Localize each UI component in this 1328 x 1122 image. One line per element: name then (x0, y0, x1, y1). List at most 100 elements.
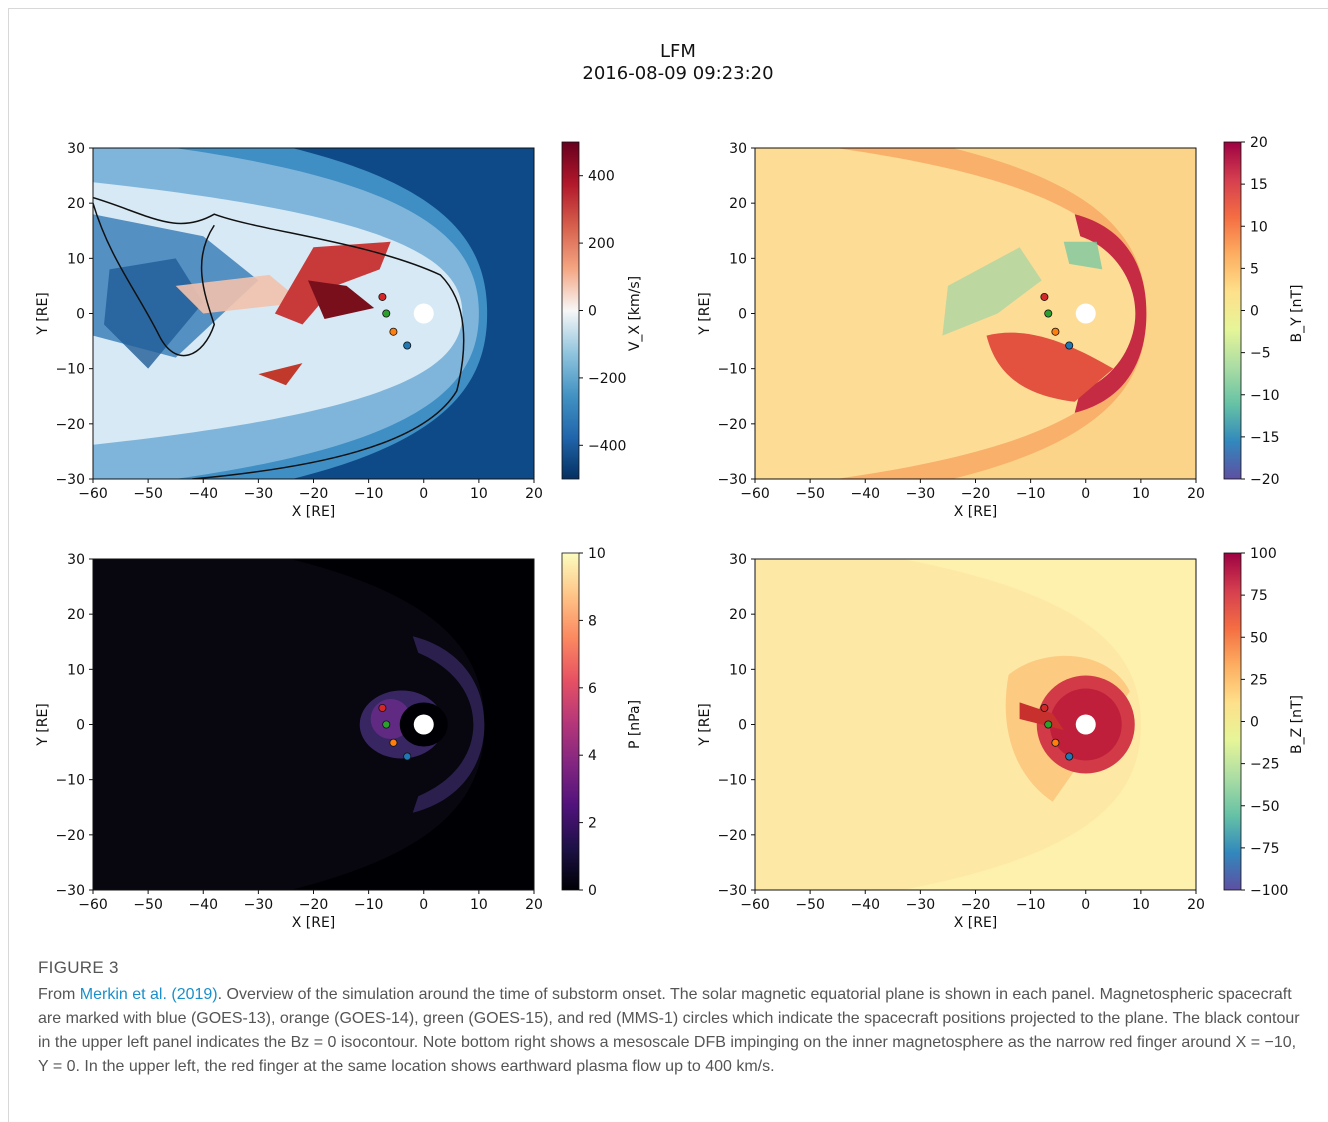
x-tick-label: 20 (525, 897, 543, 913)
spacecraft-marker-goes-13 (1065, 341, 1074, 350)
x-tick-label: −40 (850, 486, 880, 502)
y-tick-label: 30 (729, 141, 747, 157)
colorbar-tick-label: 50 (1250, 630, 1268, 646)
colorbar-tick-label: 8 (588, 613, 597, 629)
flow-patch-south (258, 363, 303, 386)
colorbar (1223, 552, 1242, 891)
figure-label: FIGURE 3 (38, 958, 119, 977)
colorbar-tick-label: 100 (1250, 546, 1277, 562)
x-tick-label: −30 (906, 486, 936, 502)
spacecraft-marker-goes-13 (403, 341, 412, 350)
spacecraft-marker-mms-1 (378, 703, 387, 712)
caption-citation-link[interactable]: Merkin et al. (2019) (79, 986, 218, 1003)
y-tick-label: −30 (55, 883, 85, 899)
colorbar-tick-label: −20 (1250, 472, 1280, 488)
panel-top-left: −60 −50 −40 −30 −20 −10 0 10 20 −30 −20 −10 0 10 20 30 X… (35, 141, 643, 520)
x-axis-label: X [RE] (292, 504, 336, 520)
colorbar-tick-label: −10 (1250, 388, 1280, 404)
sheath-region (93, 559, 485, 890)
y-tick-label: 10 (67, 662, 85, 678)
colorbar-label: P [nPa] (627, 700, 643, 749)
y-tick-label: −20 (55, 828, 85, 844)
colorbar-tick-label: −100 (1250, 883, 1288, 899)
bz-zero-contour (93, 196, 465, 479)
page-border-top (8, 8, 1328, 9)
x-tick-label: −60 (78, 486, 108, 502)
colorbar-tick-label: 0 (588, 304, 597, 320)
colorbar-tick-label: 200 (588, 236, 615, 252)
spacecraft-marker-goes-15 (382, 309, 391, 318)
y-tick-label: 10 (729, 662, 747, 678)
y-tick-label: 20 (67, 607, 85, 623)
y-tick-label: −30 (55, 472, 85, 488)
spacecraft-marker-goes-14 (389, 738, 398, 747)
y-tick-label: 30 (67, 141, 85, 157)
y-tick-label: 0 (76, 307, 85, 323)
colorbar-tick-label: 20 (1250, 135, 1268, 151)
colorbar-tick-label: 0 (1250, 304, 1259, 320)
by-negative-patch (1063, 241, 1103, 270)
x-tick-label: −40 (188, 486, 218, 502)
x-tick-label: −10 (354, 486, 384, 502)
y-tick-label: 0 (738, 307, 747, 323)
colorbar-tick-label: 10 (588, 546, 606, 562)
x-tick-label: −20 (299, 897, 329, 913)
y-tick-label: 10 (67, 251, 85, 267)
colorbar (561, 141, 580, 480)
colorbar-label: V_X [km/s] (627, 276, 643, 351)
x-tick-label: −10 (354, 897, 384, 913)
y-tick-label: −10 (55, 362, 85, 378)
x-tick-label: −40 (188, 897, 218, 913)
y-tick-label: −10 (717, 773, 747, 789)
y-tick-label: −30 (717, 472, 747, 488)
x-tick-label: 0 (1081, 486, 1090, 502)
y-tick-label: 30 (67, 552, 85, 568)
colorbar-tick-label: 400 (588, 169, 615, 185)
page-border-left (8, 8, 9, 1122)
spacecraft-marker-mms-1 (378, 292, 387, 301)
colorbar (561, 552, 580, 891)
x-tick-label: 10 (470, 897, 488, 913)
figure-panels: −60 −50 −40 −30 −20 −10 0 10 20−30−20−100102030X… (35, 135, 1305, 931)
x-tick-label: 20 (1187, 897, 1205, 913)
y-tick-label: −20 (717, 417, 747, 433)
y-axis-label: Y [RE] (697, 703, 713, 747)
colorbar-label: B_Y [nT] (1289, 285, 1305, 343)
y-tick-label: −30 (717, 883, 747, 899)
by-positive-region (986, 332, 1114, 402)
colorbar-tick-label: 75 (1250, 588, 1268, 604)
x-tick-label: −30 (244, 897, 274, 913)
earth-disk (1075, 714, 1096, 735)
spacecraft-marker-goes-14 (1051, 738, 1060, 747)
fast-flow-core (307, 280, 375, 320)
spacecraft-marker-goes-14 (1051, 327, 1060, 336)
earthward-flow-finger (274, 241, 391, 325)
y-axis-label: Y [RE] (35, 703, 51, 747)
colorbar-tick-label: 4 (588, 748, 597, 764)
x-tick-label: −60 (740, 897, 770, 913)
x-axis-label: X [RE] (954, 915, 998, 931)
colorbar-tick-label: 0 (588, 883, 597, 899)
panel-bottom-right: −60 −50 −40 −30 −20 −10 0 10 20−30−20−100102030X… (697, 546, 1305, 931)
colorbar-tick-label: 25 (1250, 672, 1268, 688)
y-tick-label: −10 (55, 773, 85, 789)
x-tick-label: −10 (1016, 486, 1046, 502)
spacecraft-marker-goes-14 (389, 327, 398, 336)
panel-bottom-left: −60 −50 −40 −30 −20 −10 0 10 20−30−20−100102030X… (35, 546, 643, 931)
y-axis-label: Y [RE] (697, 292, 713, 336)
colorbar-tick-label: 10 (1250, 219, 1268, 235)
x-tick-label: 20 (525, 486, 543, 502)
x-tick-label: 10 (470, 486, 488, 502)
x-tick-label: −50 (795, 486, 825, 502)
y-tick-label: 20 (729, 196, 747, 212)
x-tick-label: −60 (740, 486, 770, 502)
colorbar-tick-label: −25 (1250, 757, 1280, 773)
x-tick-label: −10 (1016, 897, 1046, 913)
sheath-pressure (412, 636, 485, 813)
y-tick-label: 0 (738, 718, 747, 734)
x-tick-label: 0 (1081, 897, 1090, 913)
figure-timestamp: 2016-08-09 09:23:20 (582, 63, 774, 84)
x-tick-label: 10 (1132, 897, 1150, 913)
x-tick-label: −50 (795, 897, 825, 913)
x-tick-label: −50 (133, 897, 163, 913)
